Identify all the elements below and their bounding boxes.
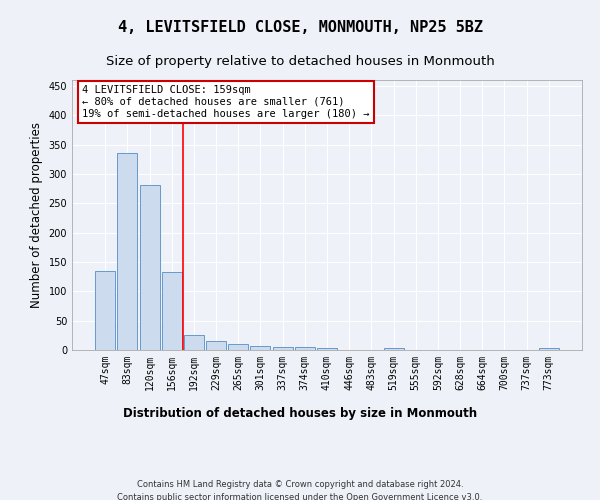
Bar: [317, 348, 337, 350]
Text: 4 LEVITSFIELD CLOSE: 159sqm
← 80% of detached houses are smaller (761)
19% of se: 4 LEVITSFIELD CLOSE: 159sqm ← 80% of det…: [82, 86, 370, 118]
Bar: [228, 344, 248, 350]
Text: Distribution of detached houses by size in Monmouth: Distribution of detached houses by size …: [123, 408, 477, 420]
Text: Size of property relative to detached houses in Monmouth: Size of property relative to detached ho…: [106, 55, 494, 68]
Bar: [95, 272, 115, 350]
Bar: [383, 348, 404, 350]
Bar: [206, 341, 226, 350]
Bar: [539, 348, 559, 350]
Y-axis label: Number of detached properties: Number of detached properties: [30, 122, 43, 308]
Bar: [295, 347, 315, 350]
Bar: [250, 346, 271, 350]
Text: Contains public sector information licensed under the Open Government Licence v3: Contains public sector information licen…: [118, 492, 482, 500]
Text: 4, LEVITSFIELD CLOSE, MONMOUTH, NP25 5BZ: 4, LEVITSFIELD CLOSE, MONMOUTH, NP25 5BZ: [118, 20, 482, 35]
Bar: [162, 272, 182, 350]
Text: Contains HM Land Registry data © Crown copyright and database right 2024.: Contains HM Land Registry data © Crown c…: [137, 480, 463, 489]
Bar: [140, 185, 160, 350]
Bar: [184, 334, 204, 350]
Bar: [118, 154, 137, 350]
Bar: [272, 347, 293, 350]
